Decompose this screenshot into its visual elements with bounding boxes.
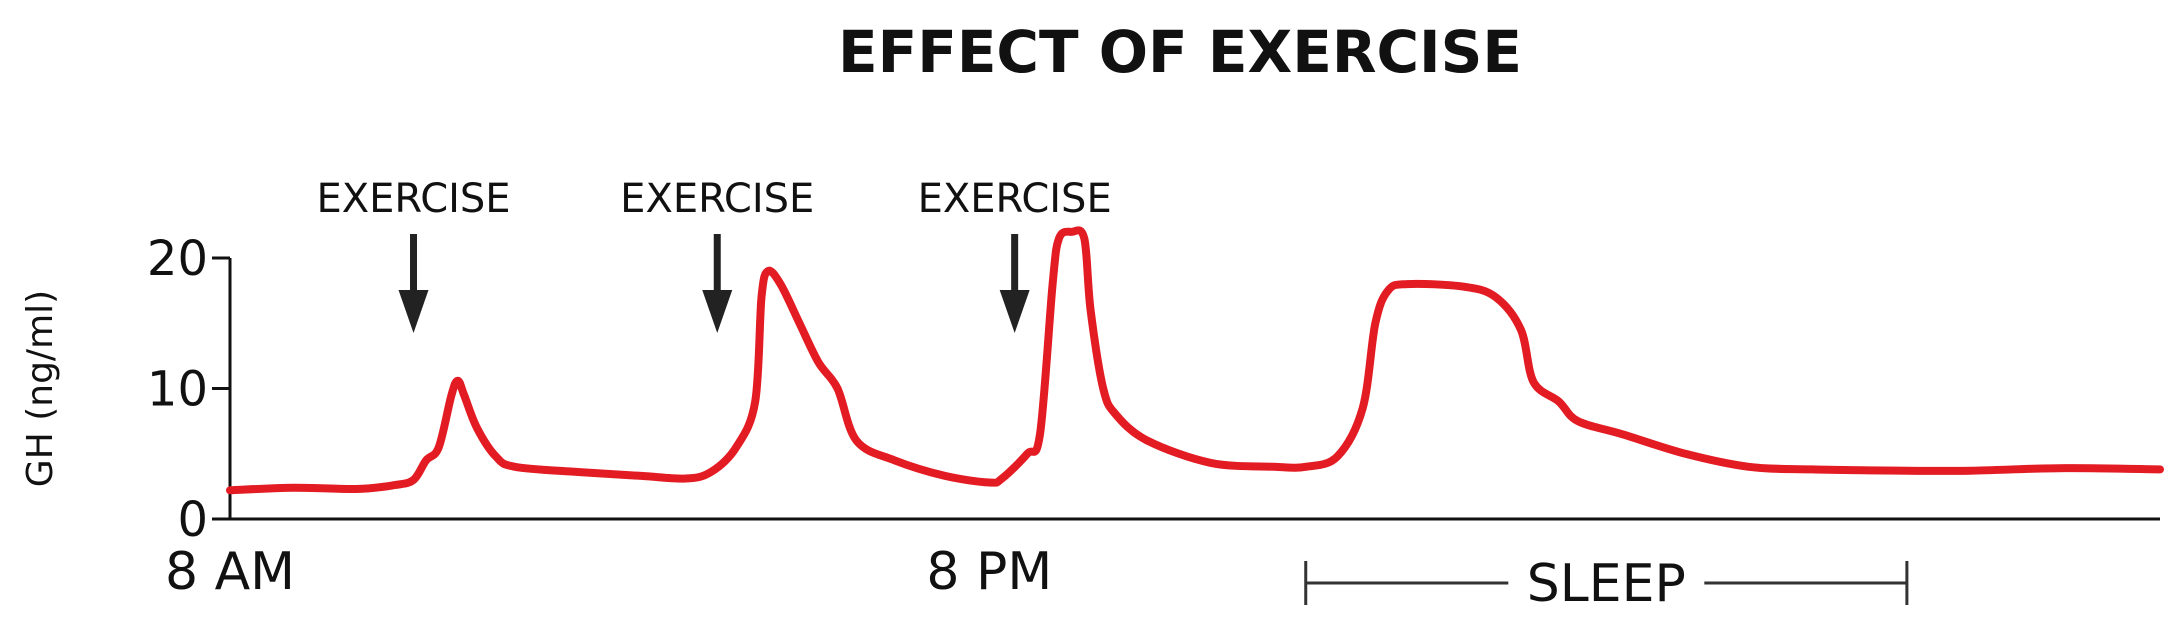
exercise-annotation: EXERCISE: [316, 176, 511, 333]
arrow-head-icon: [702, 290, 733, 333]
exercise-annotation: EXERCISE: [620, 176, 814, 333]
chart-axes: [228, 258, 2160, 521]
series-group: [226, 226, 2164, 495]
y-axis-label: GH (ng/ml): [20, 290, 61, 487]
y-ticks: 0 10 20: [147, 231, 230, 548]
exercise-annotations: EXERCISE EXERCISE EXERCISE: [316, 176, 1112, 333]
x-ticks: 8 AM 8 PM: [165, 542, 1052, 602]
arrow-head-icon: [999, 290, 1030, 333]
y-tick-label: 0: [177, 492, 208, 548]
x-tick-label: 8 PM: [926, 542, 1052, 602]
y-tick-label: 10: [147, 362, 208, 418]
arrow-head-icon: [398, 290, 429, 333]
exercise-label: EXERCISE: [316, 176, 510, 222]
x-tick-label: 8 AM: [165, 542, 295, 602]
sleep-label: SLEEP: [1527, 554, 1686, 614]
y-tick-label: 20: [147, 231, 208, 287]
exercise-label: EXERCISE: [620, 176, 814, 222]
exercise-annotation: EXERCISE: [918, 176, 1112, 333]
exercise-label: EXERCISE: [918, 176, 1112, 222]
chart-title: EFFECT OF EXERCISE: [838, 18, 1522, 86]
gh-series-line: [226, 226, 2164, 495]
sleep-bracket: SLEEP: [1304, 554, 1909, 614]
